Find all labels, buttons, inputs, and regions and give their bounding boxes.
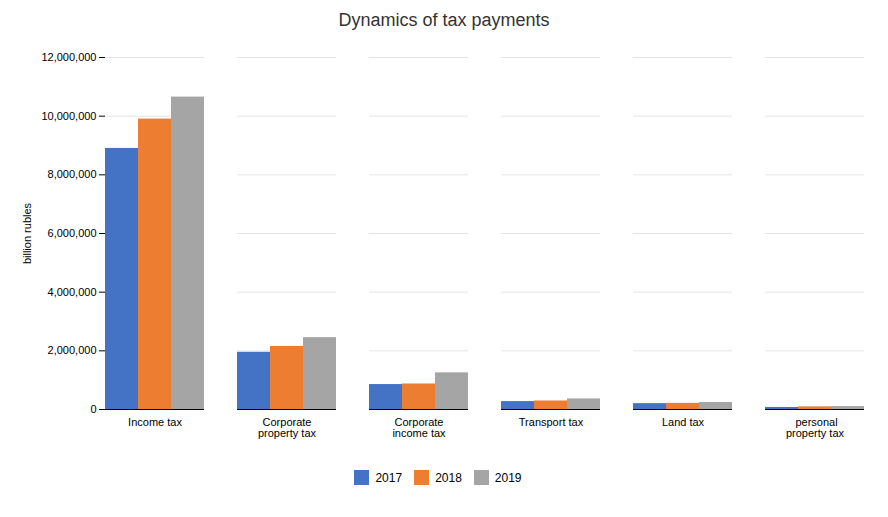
html-text:2019: 2019	[494, 470, 522, 485]
svg-text:Corporateproperty tax: Corporateproperty tax	[258, 416, 317, 439]
svg-text:6,000,000: 6,000,000	[48, 227, 97, 239]
svg-text:billion rubles: billion rubles	[21, 202, 33, 264]
svg-text:2,000,000: 2,000,000	[48, 344, 97, 356]
svg-text:Corporateincome tax: Corporateincome tax	[392, 416, 446, 439]
html-text:Dynamics of tax payments: Dynamics of tax payments	[338, 10, 550, 30]
svg-text:12,000,000: 12,000,000	[41, 51, 96, 63]
svg-text:4,000,000: 4,000,000	[48, 286, 97, 298]
svg-text:8,000,000: 8,000,000	[48, 168, 97, 180]
html-text:2018: 2018	[435, 470, 462, 485]
svg-text:Income tax: Income tax	[128, 416, 182, 428]
svg-text:10,000,000: 10,000,000	[41, 110, 96, 122]
svg-text:0: 0	[90, 403, 96, 415]
svg-text:Transport tax: Transport tax	[519, 416, 584, 428]
svg-text:Land tax: Land tax	[662, 416, 705, 428]
html-text:2017: 2017	[375, 470, 403, 485]
svg-text:personalproperty tax: personalproperty tax	[786, 416, 845, 439]
